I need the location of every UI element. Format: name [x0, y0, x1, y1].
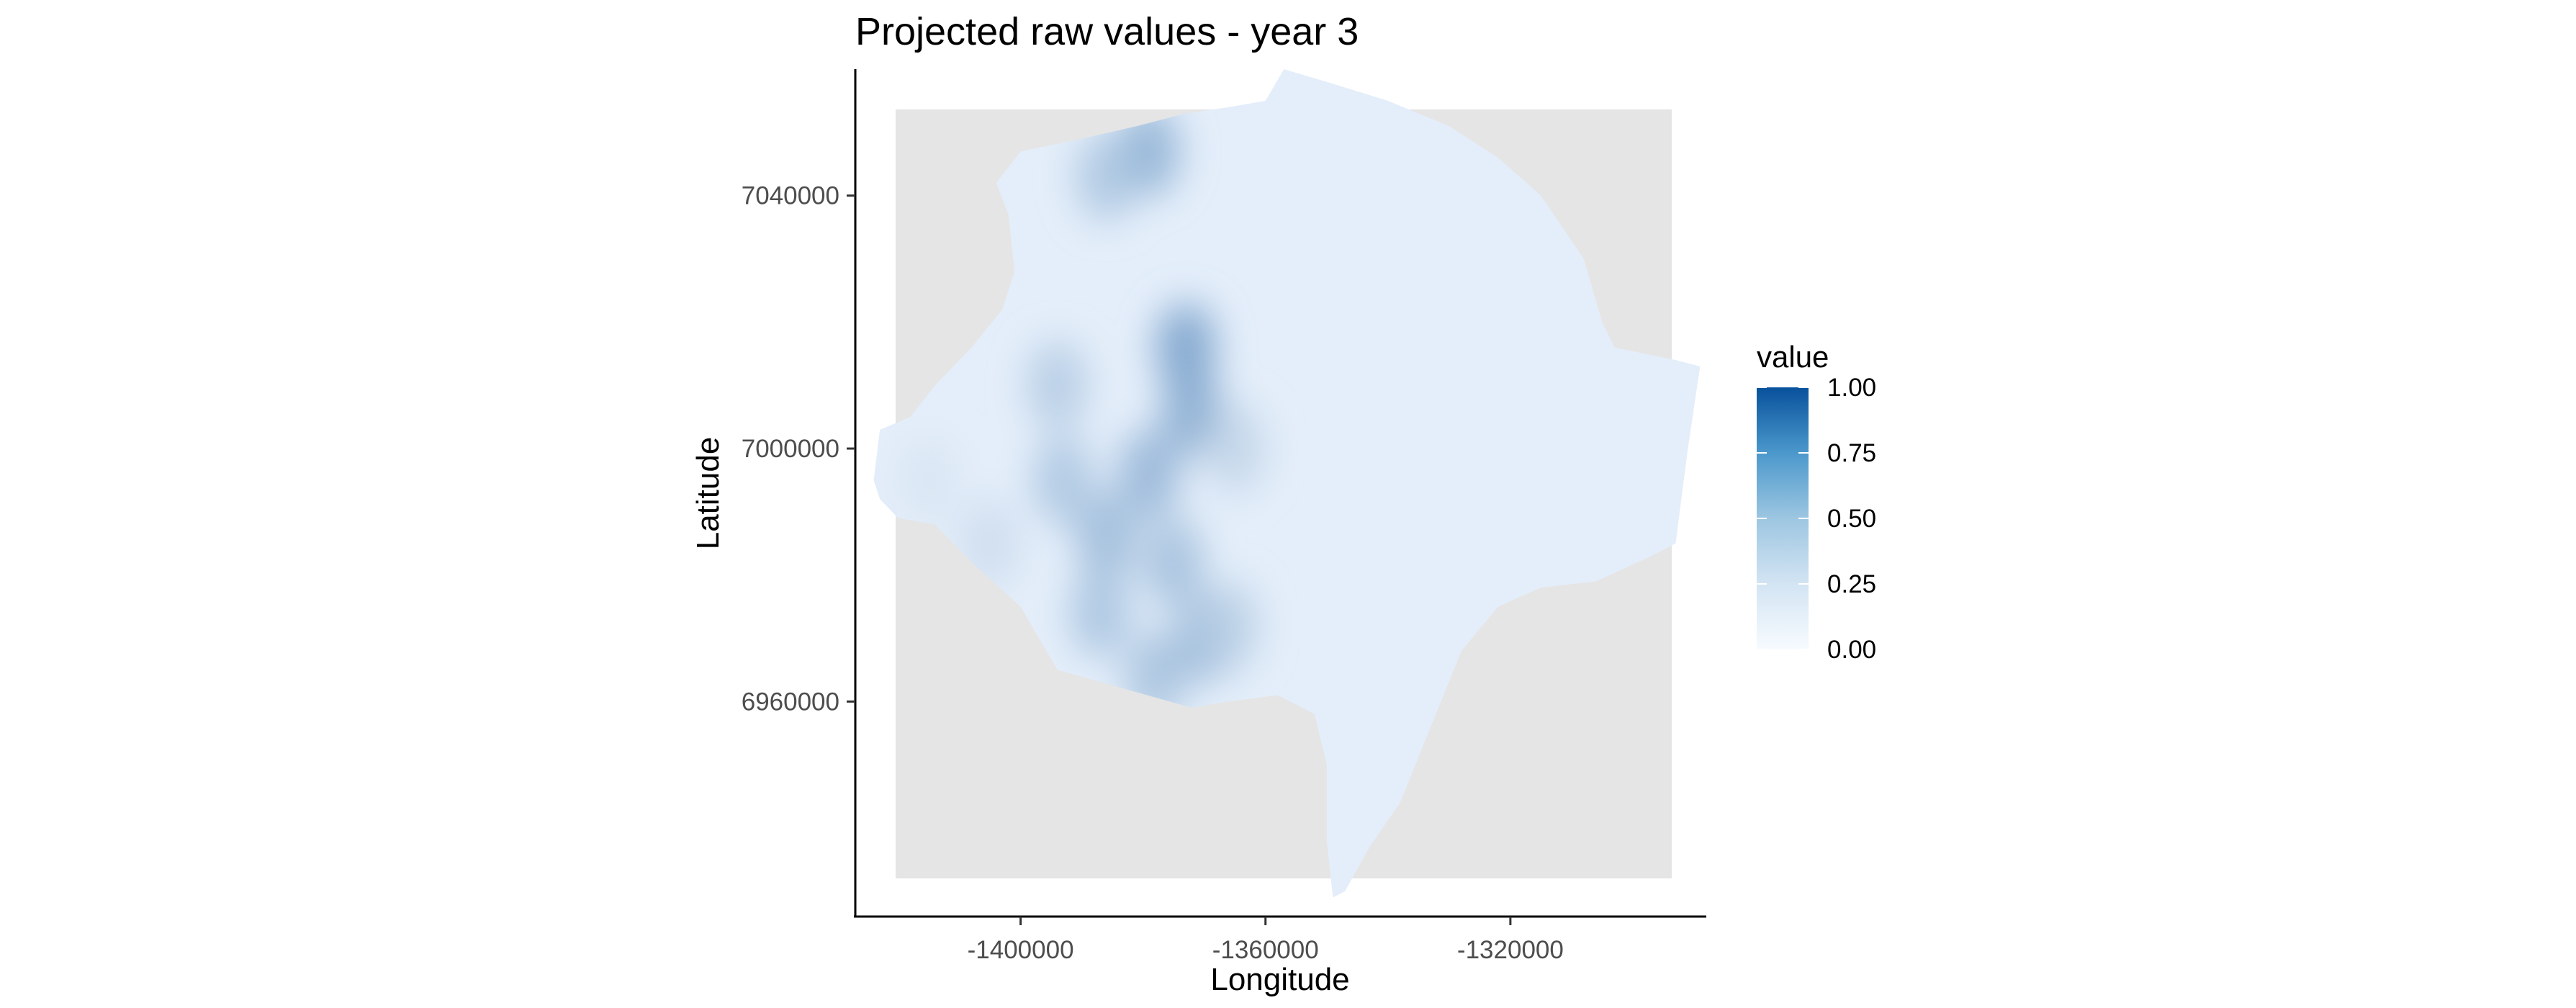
- chart-title: Projected raw values - year 3: [855, 10, 1359, 53]
- heat-hotspot: [899, 435, 960, 525]
- heat-hotspot: [1198, 580, 1259, 670]
- legend-break-label: 0.25: [1827, 570, 1876, 598]
- x-tick-label: -1360000: [1212, 936, 1319, 964]
- heat-hotspot: [1033, 435, 1094, 525]
- legend-break-label: 0.75: [1827, 439, 1876, 467]
- x-axis-ticks: -1400000 -1360000 -1320000: [968, 917, 1564, 964]
- heat-hotspot: [1027, 341, 1088, 431]
- legend-ticks: 0.00 0.25 0.50 0.75 1.00: [1757, 374, 1876, 664]
- legend-title: value: [1757, 340, 1829, 374]
- region-base-fill: [868, 69, 1701, 898]
- legend-break-label: 1.00: [1827, 374, 1876, 402]
- heat-hotspot: [1076, 492, 1137, 582]
- heat-hotspot: [1204, 404, 1266, 494]
- heat-hotspot: [1119, 429, 1180, 519]
- x-tick-label: -1400000: [968, 936, 1074, 964]
- legend: value 0.00 0.25 0.50 0.75 1.00: [1757, 340, 1876, 664]
- legend-break-label: 0.00: [1827, 636, 1876, 664]
- data-region: [868, 69, 1701, 898]
- y-tick-label: 7040000: [742, 182, 839, 210]
- x-tick-label: -1320000: [1457, 936, 1564, 964]
- heat-hotspot: [1143, 518, 1204, 608]
- heat-hotspot: [1070, 568, 1131, 658]
- y-axis-title: Latitude: [690, 437, 726, 550]
- y-axis-ticks: 7040000 7000000 6960000: [742, 182, 855, 716]
- heat-hotspot: [1076, 132, 1137, 222]
- x-axis-title: Longitude: [1210, 962, 1349, 997]
- y-tick-label: 7000000: [742, 435, 839, 463]
- y-tick-label: 6960000: [742, 688, 839, 716]
- legend-break-label: 0.50: [1827, 505, 1876, 533]
- hotspot-layer: [899, 107, 1266, 721]
